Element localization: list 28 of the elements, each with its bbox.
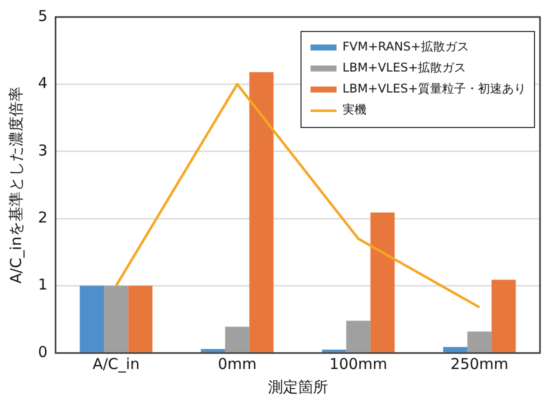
bar [200,348,226,352]
bar [443,346,468,352]
y-tick-label: 2 [38,208,48,226]
bar [346,320,370,352]
bar [104,286,128,352]
legend-label: 実機 [342,102,367,117]
bar [80,286,104,352]
bar [492,280,516,352]
y-tick-label: 0 [38,342,48,361]
x-tick-label: 250mm [450,354,508,373]
y-tick-label: 4 [38,74,48,92]
x-tick-label: 0mm [218,354,257,373]
bar [128,286,152,352]
y-tick-label: 1 [38,276,48,294]
x-axis-title: 測定箇所 [268,378,328,396]
bar [249,72,274,352]
bar [467,331,492,352]
legend-label: LBM+VLES+拡散ガス [342,60,466,75]
y-tick-label: 5 [38,6,48,25]
legend-label: LBM+VLES+質量粒子・初速あり [342,82,526,96]
bar [370,212,395,352]
x-tick-label: A/C_in [92,354,140,373]
bar [322,350,346,352]
y-axis-title: A/C_inを基準とした濃度倍率 [6,86,25,284]
y-tick-label: 3 [38,141,48,160]
legend-label: FVM+RANS+拡散ガス [342,40,469,54]
bar [225,326,250,352]
x-tick-label: 100mm [329,354,388,373]
